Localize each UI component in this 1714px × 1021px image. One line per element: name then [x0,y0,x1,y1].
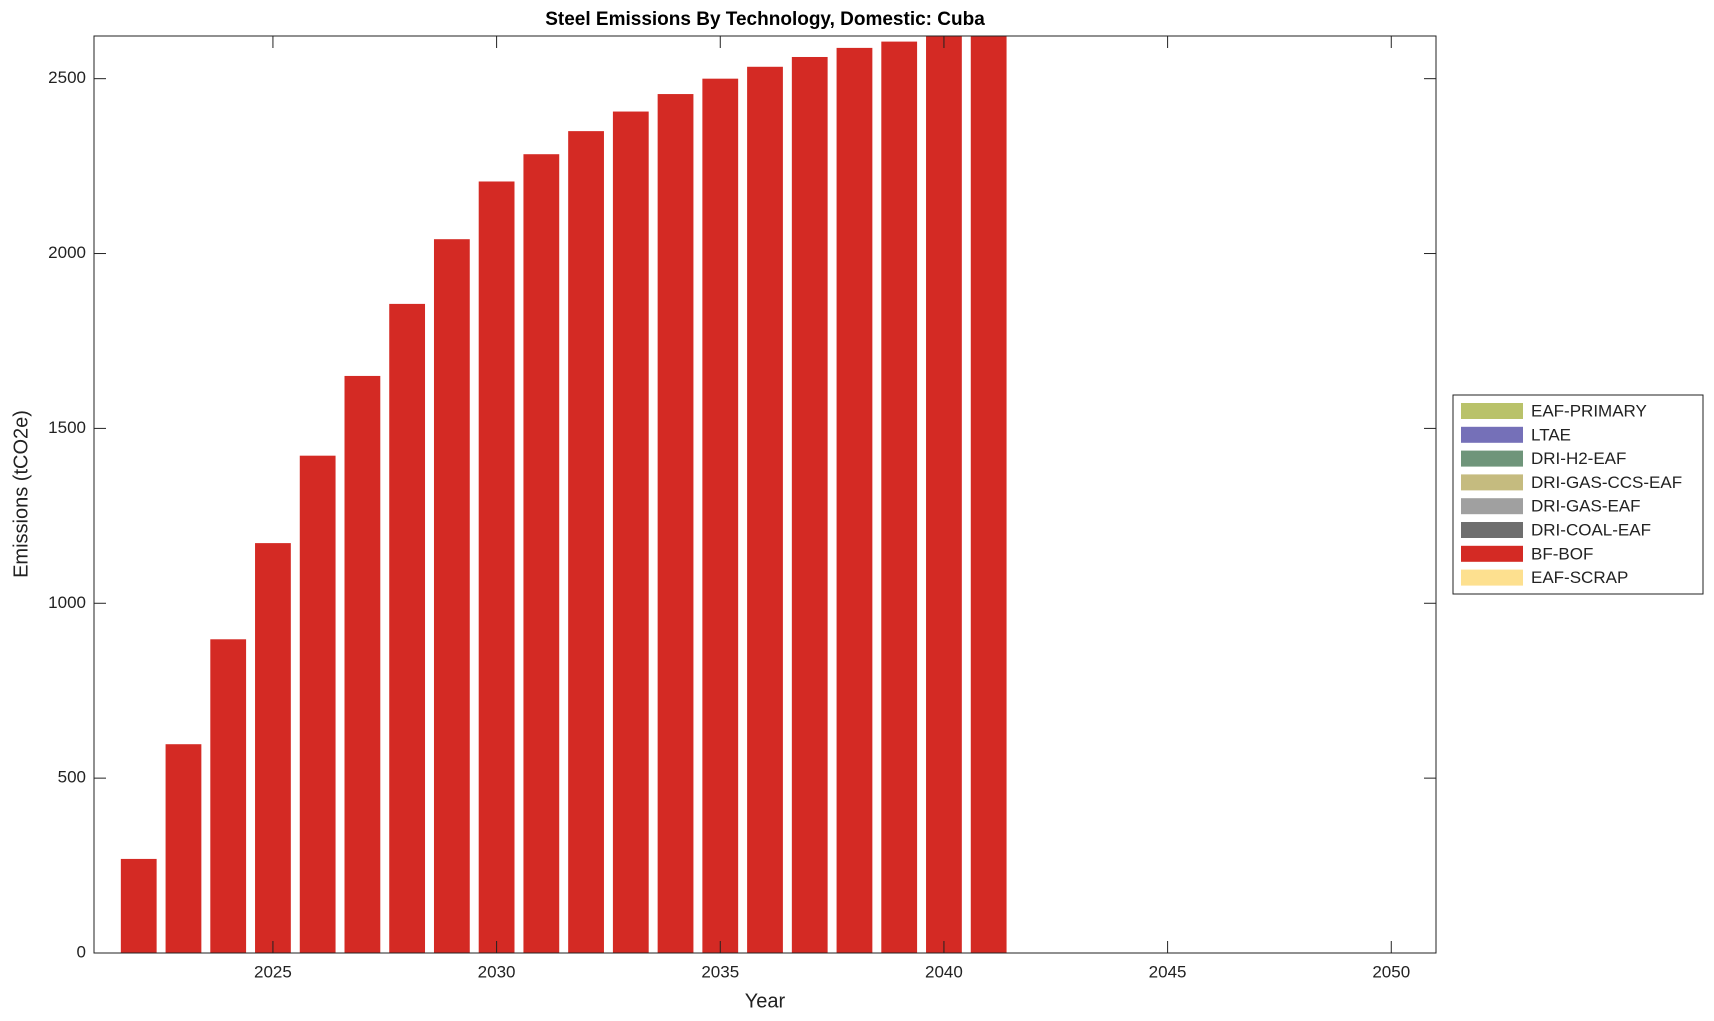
y-tick-label: 2500 [48,68,86,87]
chart-title: Steel Emissions By Technology, Domestic:… [545,9,985,30]
plot-frame [93,35,1437,954]
x-tick-label: 2050 [1372,962,1410,981]
legend-box [1452,394,1704,595]
legend-label: LTAE [1531,425,1571,444]
x-tick-label: 2040 [925,962,963,981]
x-tick-label: 2045 [1149,962,1187,981]
bar-segment [165,744,202,953]
legend-swatch [1461,545,1523,562]
legend-swatch [1461,426,1523,443]
bar-segment [970,36,1007,953]
bar-segment [836,47,873,953]
x-tick-label: 2025 [254,962,292,981]
legend-swatch [1461,450,1523,467]
legend-swatch [1461,474,1523,491]
bar-segment [389,303,426,953]
y-tick-label: 500 [58,768,86,787]
bar-segment [523,154,560,953]
bar-segment [344,375,381,953]
legend-label: BF-BOF [1531,544,1593,563]
legend-label: DRI-COAL-EAF [1531,520,1651,539]
legend-label: DRI-H2-EAF [1531,449,1626,468]
bar-segment [747,66,783,953]
legend-swatch [1461,403,1523,419]
legend-label: EAF-PRIMARY [1531,401,1647,420]
bar-segment [255,543,291,953]
legend-swatch [1461,569,1523,586]
legend-swatch [1461,498,1523,515]
y-tick-label: 1500 [48,418,86,437]
bar-segment [702,78,739,953]
legend-label: DRI-GAS-EAF [1531,497,1641,516]
legend-label: EAF-SCRAP [1531,568,1628,587]
bar-segment [612,111,649,953]
bar-segment [657,94,694,953]
bar-segment [120,858,157,953]
bar-segment [210,639,247,953]
legend-label: DRI-GAS-CCS-EAF [1531,473,1682,492]
bar-segment [791,56,828,953]
y-tick-label: 2000 [48,243,86,262]
x-tick-label: 2030 [478,962,516,981]
y-tick-label: 0 [77,942,86,961]
bar-segment [478,181,515,953]
y-axis-label: Emissions (tCO2e) [10,410,32,578]
legend-swatch [1461,522,1523,538]
bars [120,36,1007,953]
bar-segment [568,131,604,953]
bar-segment [881,41,918,953]
bar-segment [926,36,962,953]
y-tick-label: 1000 [48,593,86,612]
x-tick-label: 2035 [701,962,739,981]
bar-segment [433,239,470,953]
x-axis-label: Year [745,990,786,1012]
bar-segment [299,455,336,953]
